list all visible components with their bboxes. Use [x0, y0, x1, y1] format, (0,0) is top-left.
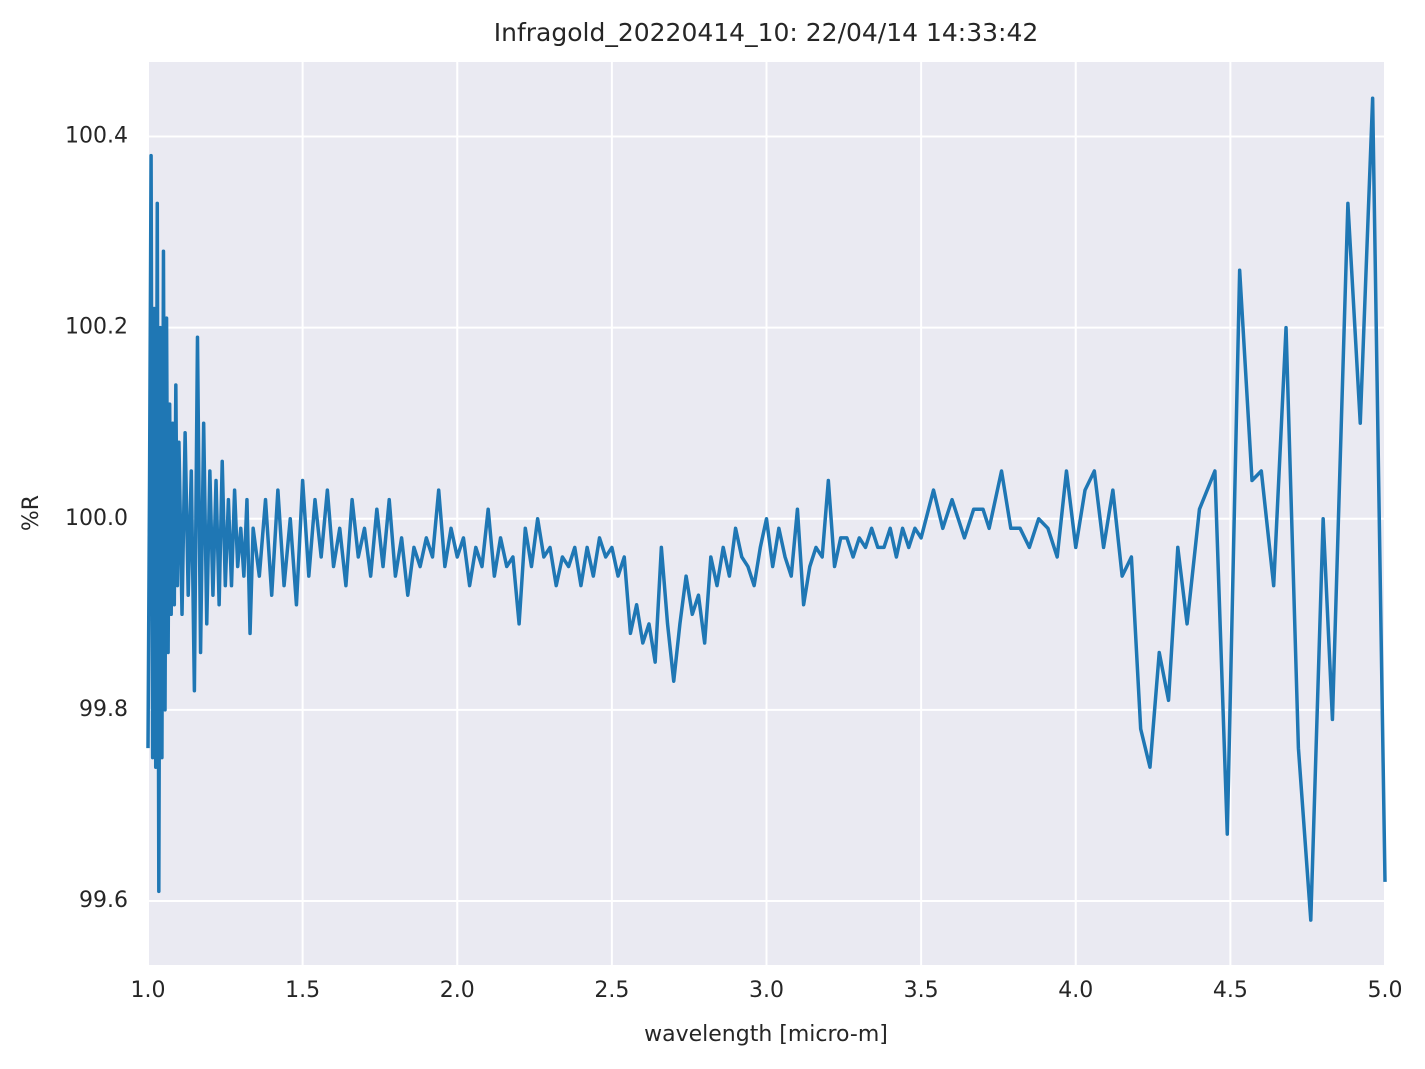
y-tick-label: 100.0: [65, 506, 128, 531]
x-tick-label: 2.5: [594, 978, 629, 1003]
x-tick-label: 1.0: [131, 978, 166, 1003]
x-tick-label: 4.0: [1058, 978, 1093, 1003]
x-tick-label: 4.5: [1213, 978, 1248, 1003]
x-tick-label: 1.5: [285, 978, 320, 1003]
x-tick-label: 5.0: [1368, 978, 1403, 1003]
x-axis-label: wavelength [micro-m]: [644, 1022, 888, 1047]
chart-title: Infragold_20220414_10: 22/04/14 14:33:42: [494, 18, 1039, 47]
y-tick-label: 100.2: [65, 315, 128, 340]
y-tick-label: 100.4: [65, 124, 128, 149]
x-tick-label: 3.0: [749, 978, 784, 1003]
data-line: [146, 96, 1387, 922]
y-tick-label: 99.8: [79, 697, 128, 722]
x-tick-label: 3.5: [904, 978, 939, 1003]
y-axis-label: %R: [19, 495, 44, 531]
y-tick-label: 99.6: [79, 888, 128, 913]
x-tick-label: 2.0: [440, 978, 475, 1003]
